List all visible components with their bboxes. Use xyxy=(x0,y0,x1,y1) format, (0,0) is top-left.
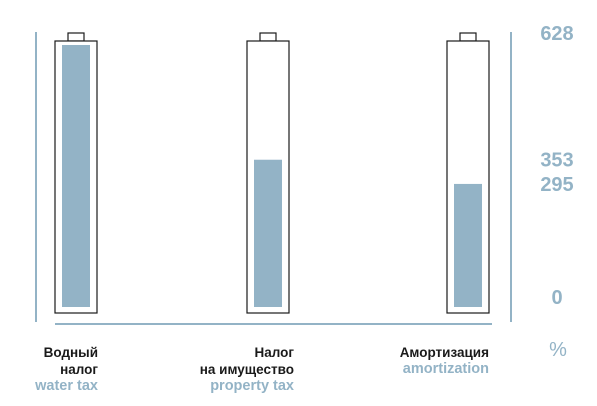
category-label-ru-1-0: Налог xyxy=(254,345,294,360)
bar-0 xyxy=(62,45,90,307)
y-tick-label-0: 628 xyxy=(540,23,573,45)
category-label-en-2: amortization xyxy=(402,361,489,377)
category-label-1: Налог на имущество property tax xyxy=(200,344,294,395)
y-unit-label: % xyxy=(549,339,567,361)
category-label-ru-0-0: Водный xyxy=(43,345,98,360)
category-label-en-0: water tax xyxy=(35,378,98,394)
category-label-ru-1-1: на имущество xyxy=(199,362,294,377)
bars-group xyxy=(54,32,490,314)
category-label-ru-2-0: Амортизация xyxy=(399,345,489,360)
y-tick-label-2: 295 xyxy=(540,174,573,196)
category-label-ru-0-1: налог xyxy=(60,362,98,377)
category-label-2: Амортизация amortization xyxy=(400,344,489,378)
battery-cap-2 xyxy=(459,32,477,42)
y-tick-label-1: 353 xyxy=(540,150,573,172)
battery-cap-0 xyxy=(67,32,85,42)
bar-2 xyxy=(454,183,482,307)
category-label-en-1: property tax xyxy=(210,378,294,394)
bar-1 xyxy=(254,159,282,307)
category-label-0: Водный налог water tax xyxy=(35,344,98,395)
battery-cap-1 xyxy=(259,32,277,42)
y-tick-label-3: 0 xyxy=(551,287,562,309)
